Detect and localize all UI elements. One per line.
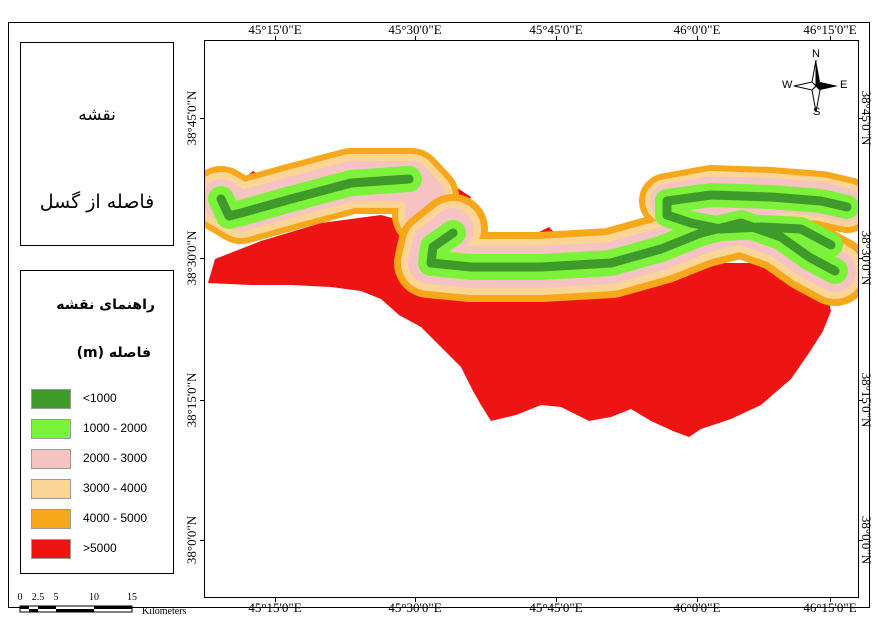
compass-w: W (782, 79, 793, 91)
zone-lt1000 (426, 218, 840, 276)
legend-swatch (31, 449, 71, 469)
compass-e: E (840, 79, 848, 91)
latitude-label-left: 38°15'0"N (184, 372, 199, 428)
legend-label: 4000 - 5000 (83, 511, 148, 525)
graticule-tick (200, 118, 205, 119)
graticule-tick (830, 36, 831, 41)
graticule-tick (697, 36, 698, 41)
map-legend: راهنمای نقشه فاصله (m) <1000 1000 - 2000… (20, 270, 174, 574)
north-arrow-icon: N S W E (780, 48, 852, 120)
longitude-label-bottom: 46°0'0"E (673, 600, 721, 615)
graticule-tick (415, 597, 416, 602)
legend-item: 4000 - 5000 (31, 509, 171, 533)
legend-item: 3000 - 4000 (31, 479, 171, 503)
longitude-label-top: 45°30'0"E (388, 22, 442, 37)
graticule-tick (556, 597, 557, 602)
scale-units: Kilometers (142, 606, 187, 617)
compass-n: N (812, 48, 820, 60)
longitude-label-bottom: 46°15'0"E (803, 600, 857, 615)
legend-subtitle: فاصله (m) (76, 345, 151, 361)
zone-lt1000 (216, 174, 414, 221)
legend-item: 1000 - 2000 (31, 419, 171, 443)
scale-tick-label: 2.5 (31, 592, 45, 603)
legend-label: <1000 (83, 391, 117, 405)
legend-label: 1000 - 2000 (83, 421, 148, 435)
latitude-label-left: 38°30'0"N (184, 230, 199, 286)
legend-swatch (31, 509, 71, 529)
longitude-label-bottom: 45°30'0"E (388, 600, 442, 615)
longitude-label-top: 45°15'0"E (248, 22, 302, 37)
graticule-tick (556, 36, 557, 41)
compass-s: S (813, 106, 821, 118)
graticule-tick (858, 258, 863, 259)
legend-item: >5000 (31, 539, 171, 563)
scale-bar-graphic (19, 605, 133, 613)
longitude-label-top: 46°0'0"E (673, 22, 721, 37)
legend-swatch (31, 419, 71, 439)
graticule-tick (858, 400, 863, 401)
legend-item: <1000 (31, 389, 171, 413)
scale-tick-label: 15 (127, 592, 137, 603)
legend-swatch (31, 539, 71, 559)
map-layout-frame (8, 22, 870, 608)
legend-label: >5000 (83, 541, 117, 555)
map-subtitle: فاصله از گسل (39, 191, 155, 213)
legend-item: 2000 - 3000 (31, 449, 171, 473)
legend-title: راهنمای نقشه (56, 297, 155, 313)
graticule-tick (858, 118, 863, 119)
scale-tick-label: 0 (17, 592, 23, 603)
longitude-label-bottom: 45°45'0"E (529, 600, 583, 615)
longitude-label-bottom: 45°15'0"E (248, 600, 302, 615)
scale-tick-label: 5 (53, 592, 59, 603)
compass-rose-icon (793, 59, 838, 113)
graticule-tick (858, 540, 863, 541)
legend-label: 2000 - 3000 (83, 451, 148, 465)
graticule-tick (200, 400, 205, 401)
graticule-tick (200, 540, 205, 541)
longitude-label-top: 45°45'0"E (529, 22, 583, 37)
map-title: نقشه (78, 105, 116, 125)
scale-bar: 0 2.5 5 10 15 Kilometers (16, 592, 206, 617)
graticule-tick (275, 36, 276, 41)
graticule-tick (200, 258, 205, 259)
graticule-tick (275, 597, 276, 602)
zone-lt1000 (662, 190, 852, 250)
scale-tick-label: 10 (89, 592, 99, 603)
latitude-label-left: 38°0'0"N (184, 515, 199, 565)
graticule-tick (415, 36, 416, 41)
map-title-box: نقشه فاصله از گسل (20, 42, 174, 246)
legend-label: 3000 - 4000 (83, 481, 148, 495)
graticule-tick (830, 597, 831, 602)
graticule-tick (697, 597, 698, 602)
longitude-label-top: 46°15'0"E (803, 22, 857, 37)
map-canvas (204, 40, 859, 598)
distance-zones-map (205, 148, 858, 437)
legend-swatch (31, 389, 71, 409)
legend-swatch (31, 479, 71, 499)
latitude-label-left: 38°45'0"N (184, 90, 199, 146)
